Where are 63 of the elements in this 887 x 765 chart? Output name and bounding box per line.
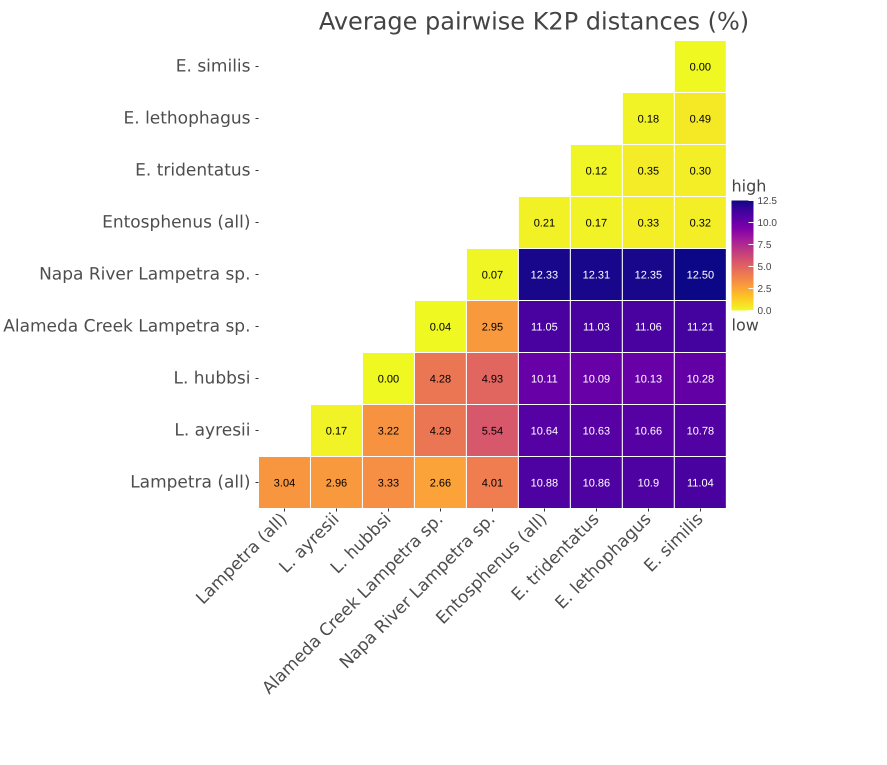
y-tick-label: L. hubbsi xyxy=(174,368,251,388)
data-label: 0.33 xyxy=(638,218,660,230)
data-label: 0.17 xyxy=(326,426,348,438)
data-label: 10.9 xyxy=(638,478,660,490)
data-label: 10.86 xyxy=(582,478,610,490)
y-tick-label: E. lethophagus xyxy=(124,108,251,128)
data-label: 10.28 xyxy=(686,374,714,386)
data-label: 0.04 xyxy=(430,322,452,334)
data-label: 0.35 xyxy=(638,166,660,178)
data-label: 10.13 xyxy=(634,374,662,386)
data-label: 12.33 xyxy=(530,270,558,282)
data-label: 2.96 xyxy=(326,478,348,490)
text: low xyxy=(732,316,759,335)
data-label: 4.93 xyxy=(482,374,504,386)
data-label: 10.78 xyxy=(686,426,714,438)
data-label: 2.66 xyxy=(430,478,452,490)
data-label: 4.01 xyxy=(482,478,504,490)
data-label: 12.50 xyxy=(686,270,714,282)
data-label: 0.49 xyxy=(690,114,712,126)
data-label: 2.95 xyxy=(482,322,504,334)
data-label: 4.29 xyxy=(430,426,452,438)
data-label: 10.64 xyxy=(530,426,558,438)
data-label: 11.21 xyxy=(686,322,714,334)
data-label: 4.28 xyxy=(430,374,452,386)
chart-title: Average pairwise K2P distances (%) xyxy=(318,8,750,36)
data-label: 3.22 xyxy=(378,426,400,438)
y-tick-label: Lampetra (all) xyxy=(130,472,251,492)
data-label: 0.00 xyxy=(690,62,712,74)
color-bar-title: high xyxy=(732,176,766,196)
y-tick-label: E. tridentatus xyxy=(135,160,251,180)
data-label: 0.21 xyxy=(534,218,556,230)
color-bar-label: 7.5 xyxy=(758,240,772,251)
data-label: 0.07 xyxy=(482,270,504,282)
color-bar-label: 10.0 xyxy=(758,218,778,229)
color-bar-label: 12.5 xyxy=(758,196,778,207)
data-label: 11.04 xyxy=(686,478,714,490)
color-bar-label: 0.0 xyxy=(758,306,772,317)
data-label: 3.04 xyxy=(274,478,296,490)
data-label: 10.66 xyxy=(634,426,662,438)
data-label: 5.54 xyxy=(482,426,504,438)
data-label: 10.11 xyxy=(531,374,558,386)
data-label: 0.30 xyxy=(690,166,712,178)
y-tick-label: Entosphenus (all) xyxy=(102,212,251,232)
data-label: 0.17 xyxy=(586,218,608,230)
data-label: 10.63 xyxy=(582,426,610,438)
data-label: 10.09 xyxy=(582,374,610,386)
data-label: 0.00 xyxy=(378,374,400,386)
data-label: 12.31 xyxy=(582,270,610,282)
data-label: 0.32 xyxy=(690,218,712,230)
data-label: 12.35 xyxy=(634,270,662,282)
y-tick-label: Napa River Lampetra sp. xyxy=(39,264,250,284)
data-label: 3.33 xyxy=(378,478,400,490)
data-label: 11.05 xyxy=(531,322,558,334)
y-tick-label: E. similis xyxy=(176,56,251,76)
data-label: 11.06 xyxy=(635,322,662,334)
y-tick-label: Alameda Creek Lampetra sp. xyxy=(3,316,250,336)
color-bar-label: 5.0 xyxy=(758,262,772,273)
data-label: 10.88 xyxy=(530,478,558,490)
data-label: 0.18 xyxy=(638,114,660,126)
color-bar-label: 2.5 xyxy=(758,284,772,295)
data-label: 11.03 xyxy=(583,322,610,334)
data-label: 0.12 xyxy=(586,166,608,178)
y-tick-label: L. ayresii xyxy=(174,420,251,440)
